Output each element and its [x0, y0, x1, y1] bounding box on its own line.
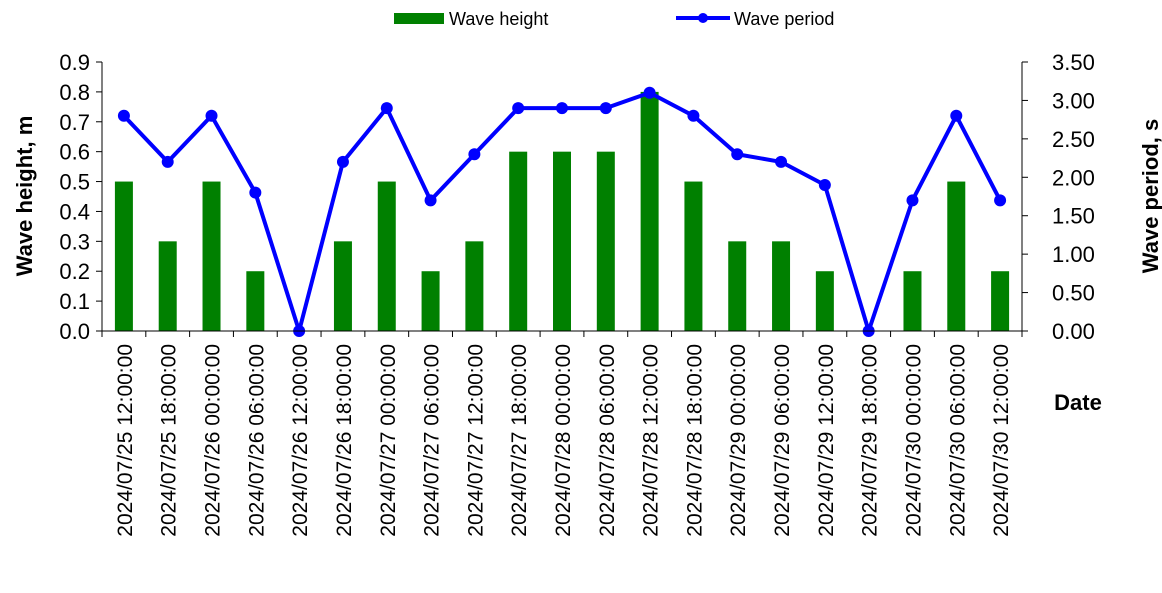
axes: 0.0 0.1 0.2 0.3 0.4 0.5 0.6 0.7 0.8 0.9 0.00 0.50 1.…: [59, 50, 1094, 344]
wave-period-point: [468, 148, 481, 161]
x-tick-label: 2024/07/28 12:00:00: [640, 344, 663, 537]
y-left-tick-label: 0.0: [59, 319, 90, 344]
y-left-tick-label: 0.1: [59, 289, 90, 314]
wave-period-point: [249, 186, 262, 199]
wave-period-point: [643, 86, 656, 99]
y-left-tick-label: 0.9: [59, 50, 90, 75]
x-tick-label: 2024/07/29 06:00:00: [771, 344, 794, 537]
y-right-tick-label: 1.50: [1052, 204, 1095, 229]
bar: [246, 271, 265, 331]
wave-period-point: [117, 109, 130, 122]
y-right-tick-label: 0.50: [1052, 281, 1095, 306]
x-tick-label: 2024/07/26 00:00:00: [202, 344, 225, 537]
legend-swatch-wave-height: [394, 13, 444, 24]
x-tick-label: 2024/07/27 18:00:00: [508, 344, 531, 537]
wave-period-point: [424, 194, 437, 207]
x-tick-label: 2024/07/30 06:00:00: [946, 344, 969, 537]
y-left-tick-label: 0.6: [59, 140, 90, 165]
bar: [947, 181, 966, 331]
x-tick-label: 2024/07/26 12:00:00: [289, 344, 312, 537]
bar: [202, 181, 221, 331]
wave-period-point: [599, 102, 612, 115]
y-right-tick-label: 3.50: [1052, 50, 1095, 75]
x-tick-label: 2024/07/27 06:00:00: [421, 344, 444, 537]
x-tick-label: 2024/07/28 00:00:00: [552, 344, 575, 537]
x-tick-label: 2024/07/29 00:00:00: [727, 344, 750, 537]
wave-period-point: [380, 102, 393, 115]
legend-label-wave-height: Wave height: [449, 9, 548, 29]
line-series: [117, 86, 1007, 337]
bar: [596, 151, 615, 331]
wave-period-point: [336, 155, 349, 168]
wave-period-point: [906, 194, 919, 207]
wave-period-point: [994, 194, 1007, 207]
wave-period-point: [205, 109, 218, 122]
y-right-tick-label: 0.00: [1052, 319, 1095, 344]
wave-period-point: [556, 102, 568, 115]
x-tick-label: 2024/07/27 12:00:00: [464, 344, 487, 537]
x-tick-labels: 2024/07/25 12:00:00 2024/07/25 18:00:00 20…: [114, 344, 1013, 537]
x-tick-label: 2024/07/27 00:00:00: [377, 344, 400, 537]
y-right-tick-label: 2.50: [1052, 127, 1095, 152]
bar: [465, 241, 484, 331]
wave-period-point: [512, 102, 525, 115]
y-axis-right-title: Wave period, s: [1138, 119, 1162, 273]
x-tick-label: 2024/07/25 18:00:00: [158, 344, 181, 537]
bar: [991, 271, 1010, 331]
wave-period-point: [775, 155, 788, 168]
bar: [333, 241, 352, 331]
x-axis-title: Date: [1054, 390, 1102, 415]
x-tick-label: 2024/07/29 12:00:00: [815, 344, 838, 537]
bar: [114, 181, 133, 331]
legend: Wave height Wave period: [394, 9, 834, 29]
x-tick-label: 2024/07/30 12:00:00: [990, 344, 1013, 537]
wave-period-point: [687, 109, 700, 122]
y-left-tick-label: 0.8: [59, 80, 90, 105]
bar: [903, 271, 922, 331]
bar: [553, 151, 571, 331]
bar: [421, 271, 440, 331]
bar: [377, 181, 396, 331]
x-tick-label: 2024/07/26 18:00:00: [333, 344, 356, 537]
wave-period-point: [818, 178, 831, 191]
y-right-tick-label: 1.00: [1052, 242, 1095, 267]
legend-marker-wave-period: [698, 13, 708, 23]
x-tick-label: 2024/07/28 06:00:00: [596, 344, 619, 537]
bar: [158, 241, 177, 331]
y-right-tick-label: 2.00: [1052, 165, 1095, 190]
y-left-tick-label: 0.7: [59, 110, 90, 135]
y-left-tick-label: 0.5: [59, 170, 90, 195]
x-tick-label: 2024/07/25 12:00:00: [114, 344, 137, 537]
bar: [728, 241, 747, 331]
bar: [684, 181, 703, 331]
wave-period-point: [161, 155, 174, 168]
x-tick-label: 2024/07/26 06:00:00: [245, 344, 268, 537]
y-left-tick-label: 0.3: [59, 229, 90, 254]
bar: [815, 271, 834, 331]
wave-period-point: [731, 148, 744, 161]
x-tick-label: 2024/07/30 00:00:00: [902, 344, 925, 537]
y-axis-left-title: Wave height, m: [12, 116, 37, 277]
y-left-tick-label: 0.2: [59, 259, 90, 284]
bar: [772, 241, 791, 331]
y-left-tick-label: 0.4: [59, 199, 90, 224]
y-right-tick-label: 3.00: [1052, 88, 1095, 113]
x-tick-label: 2024/07/28 18:00:00: [683, 344, 706, 537]
x-tick-label: 2024/07/29 18:00:00: [859, 344, 882, 537]
bar-series: [114, 91, 1010, 331]
bar: [509, 151, 528, 331]
wave-period-point: [950, 109, 963, 122]
legend-label-wave-period: Wave period: [734, 9, 834, 29]
bar: [640, 91, 659, 331]
